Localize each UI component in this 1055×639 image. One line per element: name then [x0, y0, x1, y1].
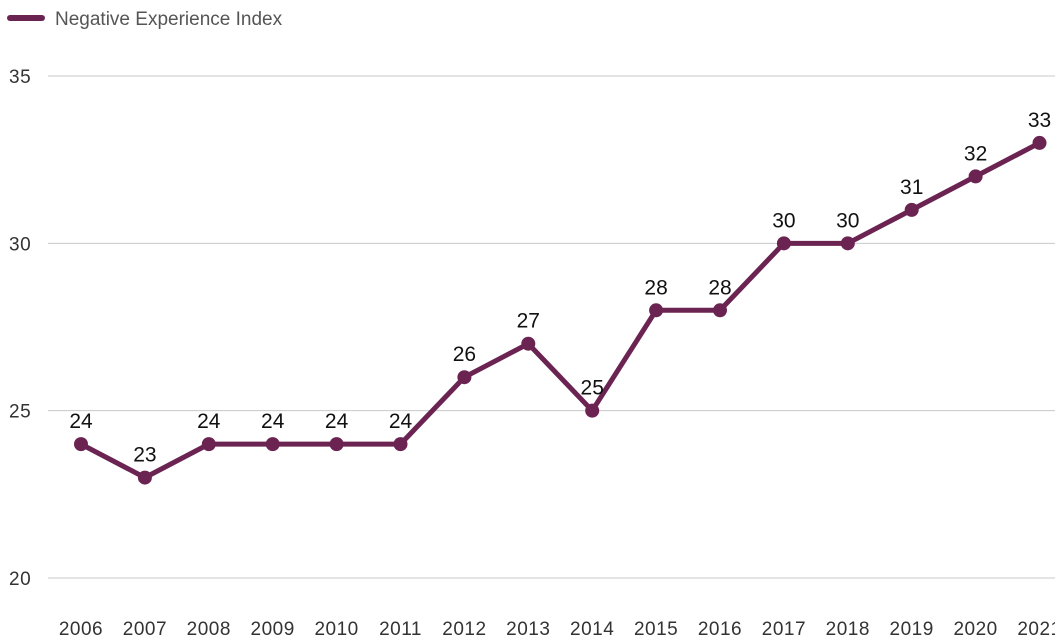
x-tick-label-2021: 2021: [1017, 619, 1055, 639]
y-tick-label-35: 35: [9, 67, 31, 88]
data-label-2020: 32: [964, 142, 987, 165]
y-axis: 20 25 30 35: [9, 67, 31, 590]
data-label-2011: 24: [389, 410, 413, 433]
data-label-2017: 30: [772, 209, 795, 232]
data-point-2012: [457, 370, 472, 385]
data-point-2015: [649, 303, 664, 318]
y-tick-label-20: 20: [9, 569, 31, 590]
y-tick-label-30: 30: [9, 234, 31, 255]
data-label-2021: 33: [1028, 109, 1051, 132]
y-tick-label-25: 25: [9, 402, 31, 423]
data-label-2018: 30: [836, 209, 859, 232]
data-label-2008: 24: [197, 410, 221, 433]
data-point-2017: [776, 236, 791, 251]
series-line: [78, 140, 1042, 481]
data-label-2019: 31: [900, 176, 923, 199]
data-label-2006: 24: [69, 410, 93, 433]
x-tick-label-2012: 2012: [442, 619, 486, 639]
data-label-2013: 27: [517, 310, 540, 333]
x-tick-label-2007: 2007: [123, 619, 167, 639]
data-point-2020: [968, 169, 983, 184]
x-tick-label-2014: 2014: [570, 619, 614, 639]
data-point-2007: [137, 470, 152, 485]
data-point-2006: [74, 437, 88, 452]
legend-label: Negative Experience Index: [55, 9, 283, 30]
x-tick-label-2011: 2011: [379, 619, 422, 639]
x-tick-label-2015: 2015: [634, 619, 678, 639]
x-tick-label-2018: 2018: [826, 619, 870, 639]
legend: Negative Experience Index: [7, 9, 283, 30]
data-point-2019: [904, 202, 919, 217]
x-tick-label-2013: 2013: [506, 619, 550, 639]
x-tick-label-2019: 2019: [890, 619, 934, 639]
x-tick-label-2008: 2008: [187, 619, 231, 639]
data-point-2013: [521, 336, 536, 351]
x-tick-label-2010: 2010: [314, 619, 358, 639]
data-point-2021: [1032, 135, 1047, 150]
data-point-2008: [201, 437, 216, 452]
data-labels: 24 23 24 24 24 24 26 27 25 28 28 30 30 31 32 33: [69, 109, 1051, 467]
x-tick-label-2006: 2006: [59, 619, 103, 639]
data-point-2018: [840, 236, 855, 251]
data-point-2016: [713, 303, 727, 318]
x-tick-label-2016: 2016: [698, 619, 742, 639]
data-label-2014: 25: [581, 377, 604, 400]
data-point-2011: [393, 437, 408, 452]
series-group: [74, 135, 1047, 485]
x-tick-label-2009: 2009: [251, 619, 295, 639]
data-label-2007: 23: [133, 444, 156, 467]
data-point-2010: [329, 437, 344, 452]
data-label-2012: 26: [453, 343, 476, 366]
data-point-2009: [265, 437, 280, 452]
data-label-2010: 24: [325, 410, 349, 433]
data-label-2016: 28: [708, 276, 731, 299]
data-label-2015: 28: [644, 276, 667, 299]
x-axis: 2006 2007 2008 2009 2010 2011 2012 2013 2014 2015…: [59, 619, 1055, 639]
gridlines: [48, 75, 1055, 579]
data-point-2014: [585, 403, 600, 418]
x-tick-label-2020: 2020: [953, 619, 997, 639]
x-tick-label-2017: 2017: [762, 619, 806, 639]
data-label-2009: 24: [261, 410, 285, 433]
